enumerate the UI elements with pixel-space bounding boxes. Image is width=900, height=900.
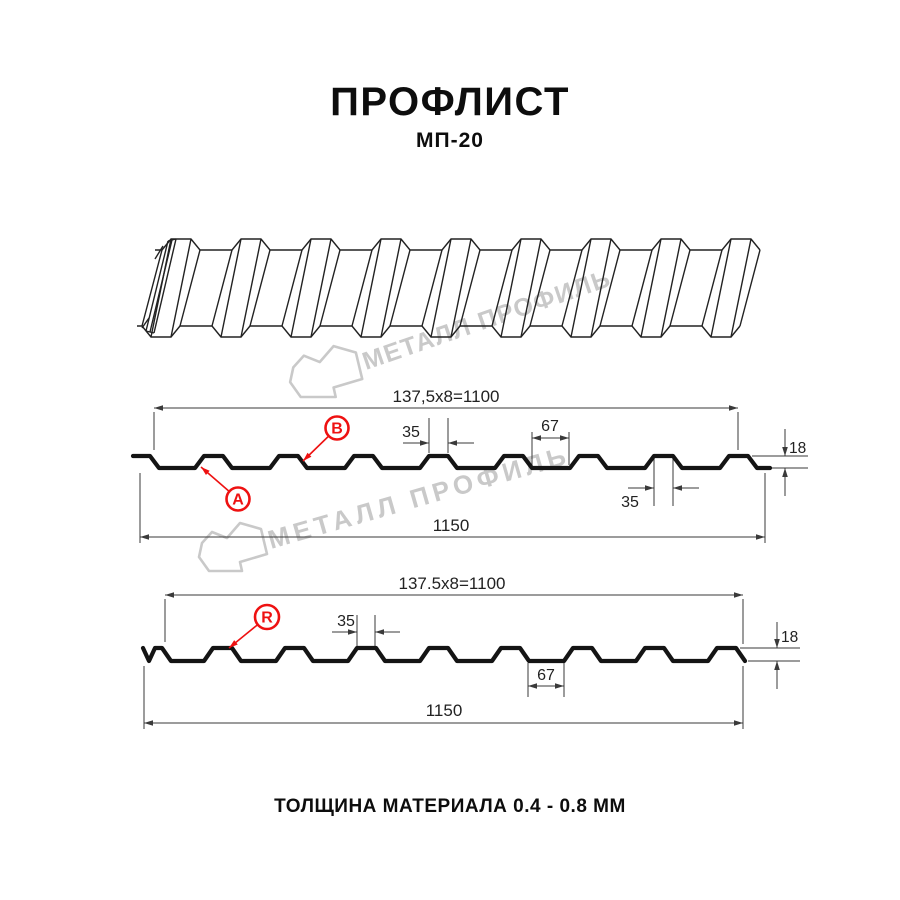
metall-profil-text-watermark: МЕТАЛЛ ПРОФИЛЬ <box>359 264 615 376</box>
profile-outline <box>140 645 748 664</box>
dim-label: 1150 <box>433 516 470 535</box>
cross-section-1: 137,5x8=1100 35 67 35 18 1150 B A <box>130 387 808 543</box>
metall-profil-logo-watermark <box>288 344 364 399</box>
page-title: ПРОФЛИСТ <box>330 80 570 124</box>
cross-section-2: 137.5x8=1100 35 67 18 1150 R <box>140 574 800 729</box>
dim-label: 18 <box>789 440 806 457</box>
dim-label: 35 <box>621 494 639 511</box>
profile-point-label: B <box>331 421 343 438</box>
dim-label: 18 <box>781 629 798 646</box>
material-thickness-note: ТОЛЩИНА МАТЕРИАЛА 0.4 - 0.8 ММ <box>274 796 626 817</box>
metall-profil-logo-watermark <box>197 521 269 573</box>
dim-label: 67 <box>541 418 559 435</box>
profile-point-label: A <box>232 492 244 509</box>
dim-label: 35 <box>402 424 420 441</box>
page-subtitle: МП-20 <box>416 129 484 152</box>
dim-label: 67 <box>537 667 555 684</box>
profile-3d-view <box>137 238 761 338</box>
dim-label: 1150 <box>426 701 463 720</box>
dim-label: 137,5x8=1100 <box>393 387 500 406</box>
dim-label: 137.5x8=1100 <box>399 574 506 593</box>
dim-label: 35 <box>337 613 355 630</box>
profile-point-label: R <box>261 610 273 627</box>
profile-outline <box>130 453 773 471</box>
